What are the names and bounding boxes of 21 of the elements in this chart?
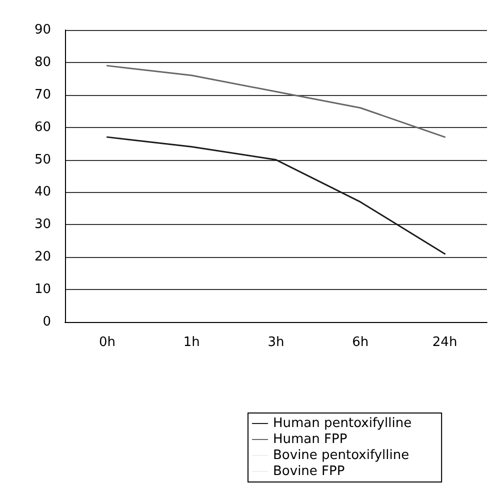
- legend-label: Bovine FPP: [273, 464, 345, 479]
- y-tick-label: 70: [34, 87, 51, 102]
- legend-label: Human pentoxifylline: [273, 416, 412, 431]
- y-tick-label: 50: [34, 152, 51, 168]
- x-tick-label: 0h: [98, 335, 116, 350]
- line-series: [106, 136, 446, 255]
- x-tick-label: 1h: [183, 335, 200, 350]
- legend-label: Bovine pentoxifylline: [273, 448, 410, 463]
- y-tick-label: 80: [34, 54, 51, 70]
- y-tick-label: 10: [34, 282, 51, 298]
- x-tick-label: 24h: [432, 335, 458, 350]
- line-series: [106, 64, 446, 138]
- y-tick-label: 40: [34, 184, 51, 200]
- legend-label: Human FPP: [273, 432, 348, 447]
- y-tick-label: 60: [34, 120, 51, 135]
- y-tick-label: 90: [34, 22, 51, 38]
- y-tick-label: 30: [34, 217, 51, 232]
- x-tick-label: 3h: [268, 335, 284, 350]
- x-tick-label: 6h: [352, 335, 369, 350]
- y-tick-label: 20: [34, 250, 51, 265]
- y-tick-label: 0: [42, 314, 51, 330]
